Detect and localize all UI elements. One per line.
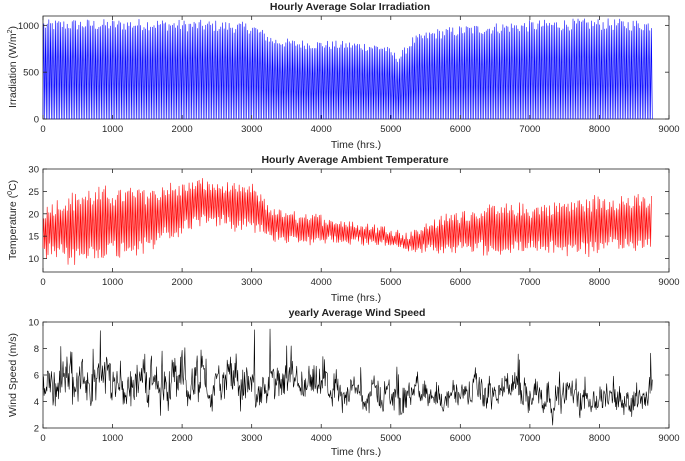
y-tick-label: 500 <box>23 68 39 79</box>
y-tick-label: 0 <box>34 115 39 126</box>
x-tick-label: 7000 <box>519 433 540 444</box>
series-line <box>42 178 652 265</box>
y-axis-label-main: Temperature ( <box>7 194 19 260</box>
x-tick-label: 2000 <box>172 433 193 444</box>
panel-wind-speed: yearly Average Wind Speed 0 1000 2000 3000 4… <box>7 307 680 458</box>
y-axis-label-end: C) <box>7 180 19 191</box>
x-tick-label: 2000 <box>172 124 193 135</box>
x-tick-label: 4000 <box>311 124 332 135</box>
x-tick-label: 4000 <box>311 277 332 288</box>
x-tick-label: 1000 <box>102 124 123 135</box>
x-tick-label: 5000 <box>380 124 401 135</box>
tick-group: 0 1000 2000 3000 4000 5000 6000 7000 8000 9000 10 1… <box>28 165 679 289</box>
chart-title: Hourly Average Solar Irradiation <box>270 1 430 13</box>
x-axis-label: Time (hrs.) <box>331 446 381 458</box>
y-tick-label: 8 <box>34 344 39 355</box>
y-axis-label: Irradiation (W/m2) <box>7 26 19 108</box>
x-tick-label: 2000 <box>172 277 193 288</box>
chart-title: yearly Average Wind Speed <box>289 307 426 319</box>
x-tick-label: 5000 <box>380 277 401 288</box>
y-tick-label: 10 <box>28 318 39 329</box>
y-axis-label-sup: 2 <box>7 29 14 33</box>
x-tick-label: 7000 <box>519 277 540 288</box>
x-tick-label: 9000 <box>658 277 679 288</box>
x-tick-label: 6000 <box>450 277 471 288</box>
y-axis-label-end: ) <box>7 26 19 30</box>
x-tick-label: 7000 <box>519 124 540 135</box>
y-tick-label: 10 <box>28 254 39 265</box>
y-tick-label: 1000 <box>18 21 39 32</box>
x-tick-label: 8000 <box>589 124 610 135</box>
x-tick-label: 3000 <box>241 433 262 444</box>
y-tick-label: 2 <box>34 424 39 435</box>
series-ambient-temperature <box>42 178 652 265</box>
x-axis-label: Time (hrs.) <box>331 139 381 151</box>
series-wind-speed <box>42 328 653 426</box>
series-line <box>42 18 653 120</box>
plot-area <box>42 168 670 273</box>
panel-solar-irradiation: Hourly Average Solar Irradiation 0 1000 20… <box>7 1 680 151</box>
y-axis-label-main: Wind Speed (m/s) <box>7 333 19 417</box>
x-axis-label: Time (hrs.) <box>331 292 381 304</box>
y-tick-label: 25 <box>28 187 39 198</box>
tick-group: 0 1000 2000 3000 4000 5000 6000 7000 8000 9000 0 50… <box>18 16 680 135</box>
y-tick-label: 4 <box>34 397 39 408</box>
panel-ambient-temperature: Hourly Average Ambient Temperature 0 1000… <box>7 154 680 304</box>
x-tick-label: 0 <box>40 277 45 288</box>
y-tick-label: 15 <box>28 232 39 243</box>
y-tick-label: 20 <box>28 209 39 220</box>
x-tick-label: 9000 <box>658 433 679 444</box>
series-solar-irradiation <box>42 18 653 120</box>
x-tick-label: 0 <box>40 124 45 135</box>
x-tick-label: 3000 <box>241 277 262 288</box>
series-line <box>42 328 653 426</box>
y-axis-label: Wind Speed (m/s) <box>7 333 19 417</box>
x-tick-label: 9000 <box>658 124 679 135</box>
y-tick-label: 6 <box>34 371 39 382</box>
x-tick-label: 6000 <box>450 433 471 444</box>
x-tick-label: 3000 <box>241 124 262 135</box>
y-axis-label-main: Irradiation (W/m <box>7 33 19 108</box>
x-tick-label: 1000 <box>102 277 123 288</box>
x-tick-label: 0 <box>40 433 45 444</box>
y-axis-label: Temperature (0C) <box>7 180 19 260</box>
x-tick-label: 8000 <box>589 433 610 444</box>
plot-area <box>42 321 670 429</box>
y-tick-label: 30 <box>28 165 39 176</box>
chart-title: Hourly Average Ambient Temperature <box>261 154 448 166</box>
tick-group: 0 1000 2000 3000 4000 5000 6000 7000 8000 9000 2 4 6… <box>28 318 679 445</box>
x-tick-label: 4000 <box>311 433 332 444</box>
x-tick-label: 8000 <box>589 277 610 288</box>
x-tick-label: 1000 <box>102 433 123 444</box>
y-axis-label-sup: 0 <box>7 191 14 195</box>
x-tick-label: 5000 <box>380 433 401 444</box>
x-tick-label: 6000 <box>450 124 471 135</box>
